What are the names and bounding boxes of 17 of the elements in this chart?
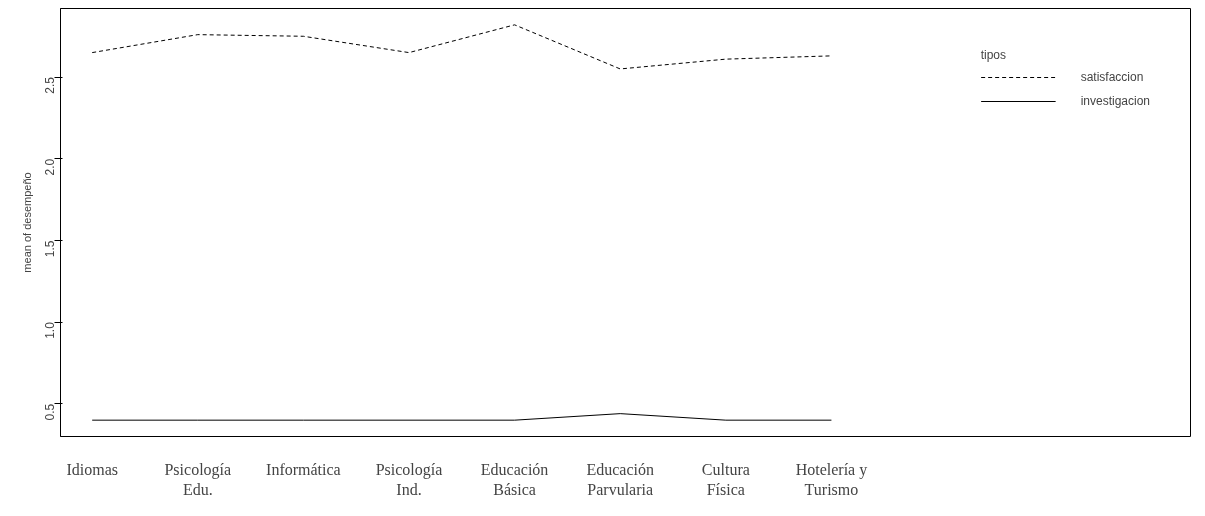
x-tick-label: Psicología Ind. bbox=[375, 460, 443, 498]
legend-title: tipos bbox=[980, 48, 1007, 62]
y-tick-label: 2.0 bbox=[43, 158, 57, 176]
y-axis-title: mean of desempeño bbox=[20, 172, 33, 273]
x-tick-label: Informática bbox=[266, 460, 341, 478]
text: satisfaccion bbox=[1080, 70, 1144, 84]
y-tick-label: 1.5 bbox=[43, 240, 57, 258]
y-tick-label: 0.5 bbox=[43, 403, 57, 421]
text: investigacion bbox=[1080, 94, 1150, 108]
y-tick-label: 2.5 bbox=[43, 76, 57, 94]
y-tick-label: 1.0 bbox=[43, 321, 57, 339]
x-tick-label: Cultura Física bbox=[701, 460, 750, 498]
x-tick-label: Idiomas bbox=[66, 460, 118, 478]
x-tick-label: Hotelería y Turismo bbox=[795, 460, 868, 498]
x-tick-label: Psicología Edu. bbox=[164, 460, 232, 498]
x-tick-label: Educación Parvularia bbox=[586, 460, 654, 498]
x-tick-label: Educación Básica bbox=[480, 460, 549, 498]
